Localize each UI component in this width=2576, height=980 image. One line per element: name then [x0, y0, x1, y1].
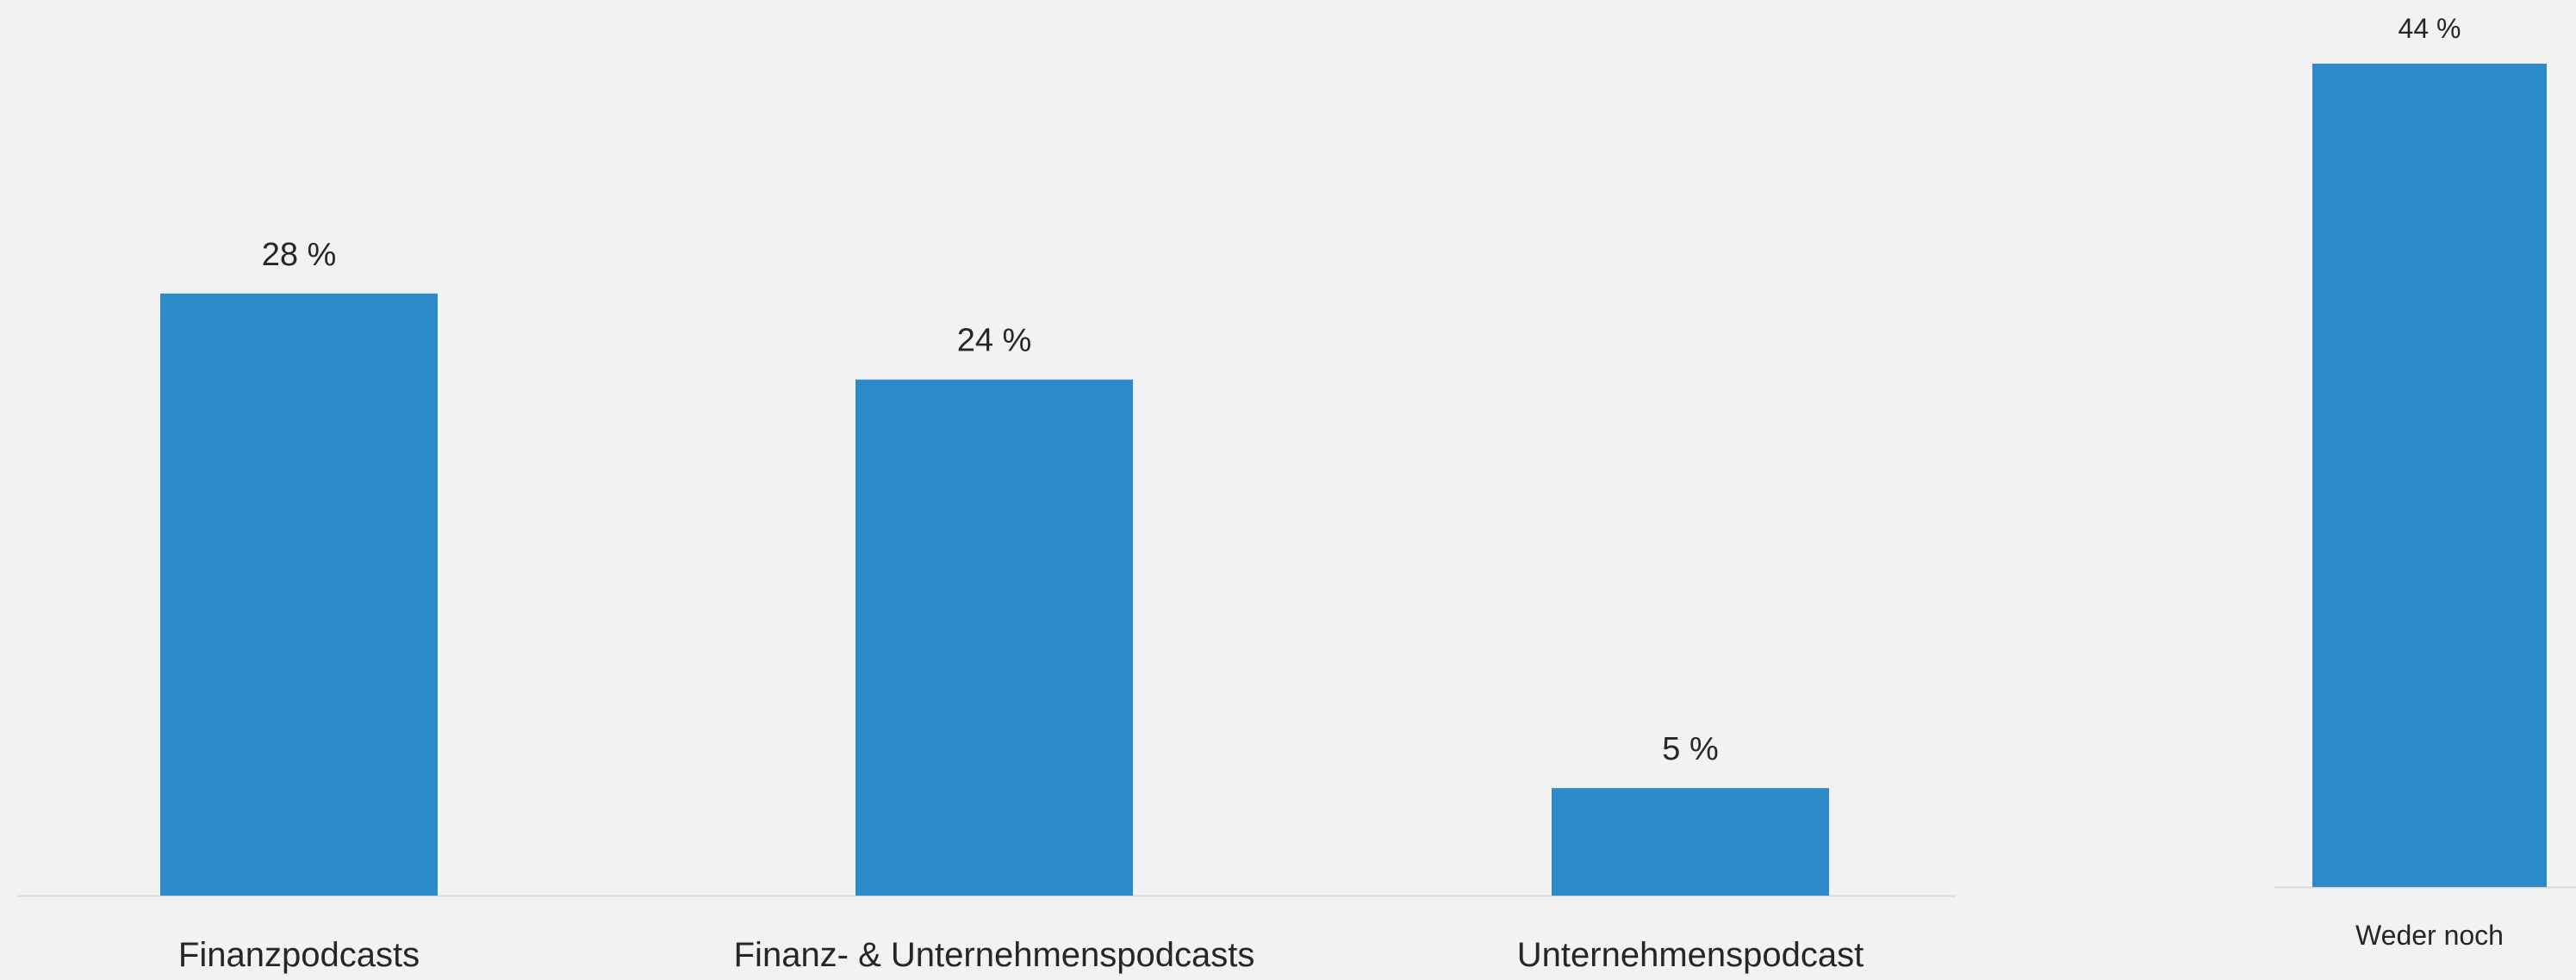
- value-label-finanzpodcasts: 28 %: [262, 237, 337, 273]
- chart-panel-main: 28 % Finanzpodcasts 24 % Finanz- & Unterneh…: [17, 237, 1956, 974]
- value-label-weder-noch: 44 %: [2399, 13, 2461, 44]
- bar-finanz-and-unternehmenspodcasts: [856, 379, 1133, 896]
- bar-unternehmenspodcast: [1552, 788, 1829, 896]
- category-label-weder-noch: Weder noch: [2355, 920, 2504, 951]
- bar-finanzpodcasts: [160, 293, 438, 896]
- category-label-finanzpodcasts: Finanzpodcasts: [178, 936, 420, 974]
- bar-weder-noch: [2312, 63, 2547, 887]
- value-label-finanz-and-unternehmenspodcasts: 24 %: [957, 323, 1032, 359]
- value-label-unternehmenspodcast: 5 %: [1662, 731, 1718, 767]
- category-label-finanz-and-unternehmenspodcasts: Finanz- & Unternehmenspodcasts: [734, 936, 1255, 974]
- category-label-unternehmenspodcast: Unternehmenspodcast: [1517, 936, 1864, 974]
- chart-panel-weder-noch: 44 % Weder noch: [2274, 13, 2576, 951]
